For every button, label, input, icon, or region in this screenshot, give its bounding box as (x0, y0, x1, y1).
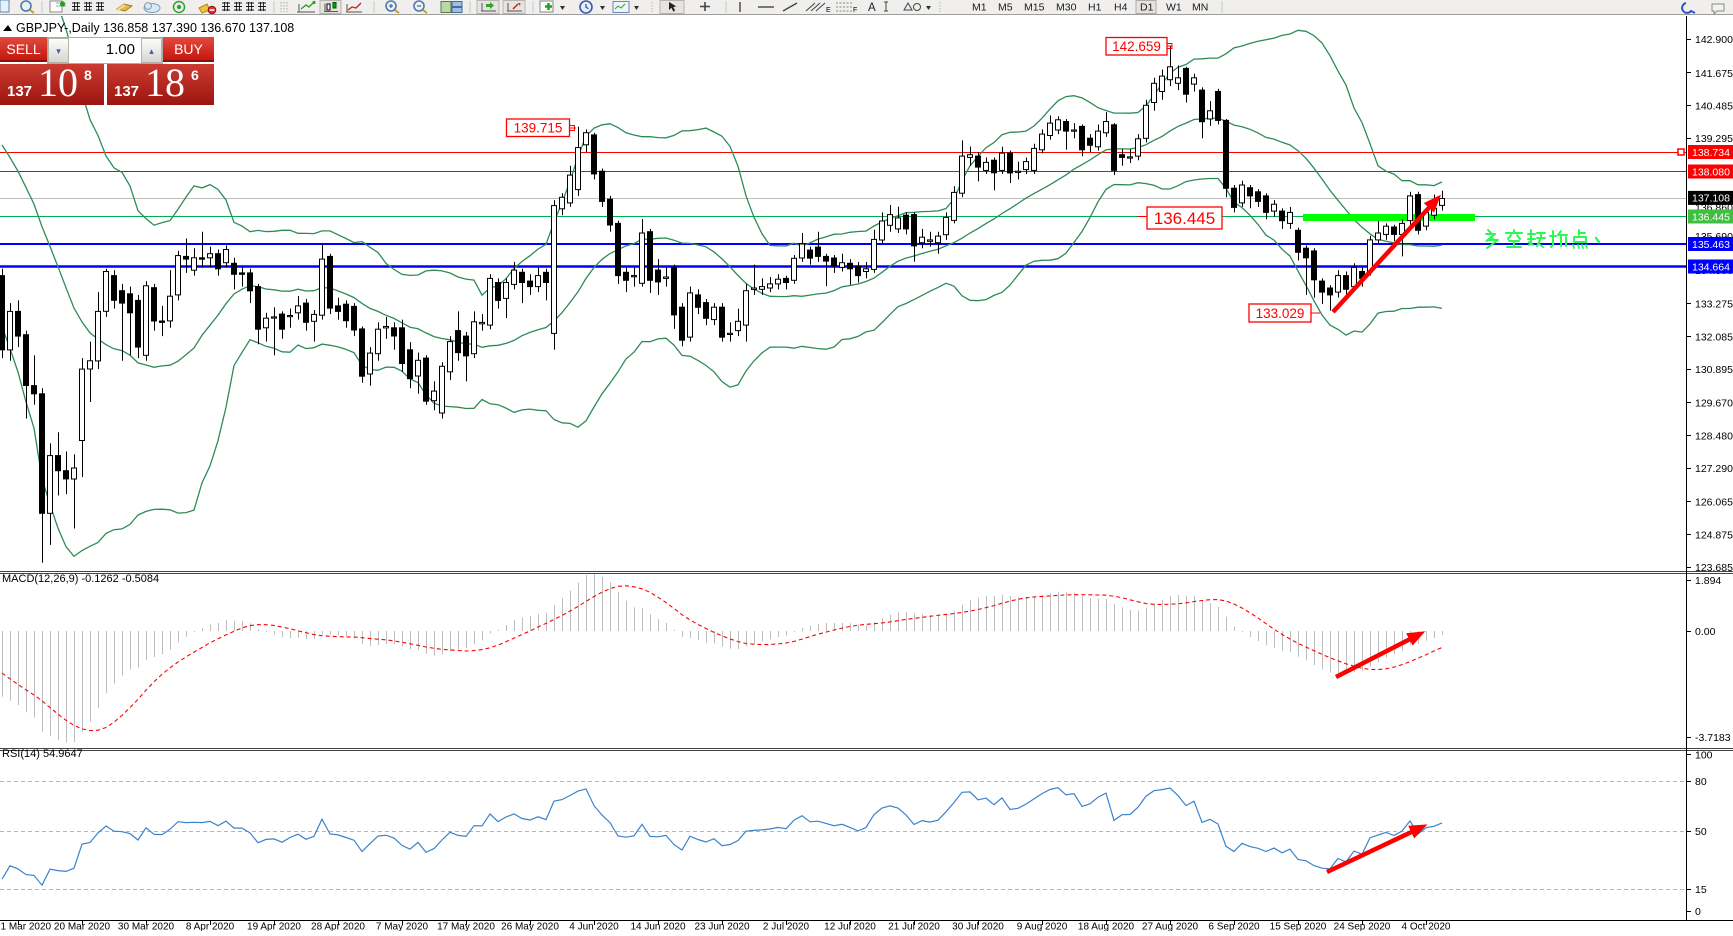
svg-text:142.659: 142.659 (1112, 39, 1161, 54)
svg-text:E: E (826, 7, 831, 14)
svg-text:23 Jun 2020: 23 Jun 2020 (694, 922, 749, 932)
svg-text:129.670: 129.670 (1695, 398, 1733, 410)
svg-text:26 May 2020: 26 May 2020 (501, 922, 559, 932)
svg-text:MN: MN (1192, 2, 1208, 14)
svg-text:30 Jul 2020: 30 Jul 2020 (952, 922, 1004, 932)
svg-text:7 May 2020: 7 May 2020 (376, 922, 429, 932)
svg-text:8 Apr 2020: 8 Apr 2020 (186, 922, 235, 932)
svg-text:9 Aug 2020: 9 Aug 2020 (1017, 922, 1068, 932)
svg-text:138.080: 138.080 (1692, 166, 1730, 178)
svg-text:50: 50 (1695, 826, 1707, 838)
svg-text:-3.7183: -3.7183 (1695, 732, 1731, 744)
svg-text:14 Jun 2020: 14 Jun 2020 (630, 922, 685, 932)
svg-text:1.894: 1.894 (1695, 575, 1721, 587)
svg-text:0.00: 0.00 (1695, 626, 1716, 638)
svg-text:4 Oct 2020: 4 Oct 2020 (1402, 922, 1451, 932)
svg-text:W1: W1 (1166, 2, 1182, 14)
svg-text:M15: M15 (1024, 2, 1045, 14)
svg-text:135.463: 135.463 (1692, 239, 1730, 251)
svg-text:141.675: 141.675 (1695, 68, 1733, 80)
svg-text:142.900: 142.900 (1695, 34, 1733, 46)
svg-text:17 May 2020: 17 May 2020 (437, 922, 495, 932)
svg-text:18 Aug 2020: 18 Aug 2020 (1078, 922, 1135, 932)
svg-text:136.445: 136.445 (1154, 209, 1215, 228)
svg-text:0: 0 (1695, 906, 1701, 918)
svg-text:134.664: 134.664 (1692, 261, 1730, 273)
svg-text:A: A (868, 2, 876, 14)
svg-text:15 Sep 2020: 15 Sep 2020 (1270, 922, 1327, 932)
svg-text:133.275: 133.275 (1695, 299, 1733, 311)
svg-text:6 Sep 2020: 6 Sep 2020 (1208, 922, 1260, 932)
svg-text:126.065: 126.065 (1695, 497, 1733, 509)
svg-text:137.108: 137.108 (1692, 193, 1730, 205)
svg-text:27 Aug 2020: 27 Aug 2020 (1142, 922, 1199, 932)
svg-text:138.734: 138.734 (1692, 147, 1730, 159)
svg-text:MACD(12,26,9) -0.1262 -0.5084: MACD(12,26,9) -0.1262 -0.5084 (2, 573, 159, 585)
svg-text:100: 100 (1695, 749, 1713, 761)
svg-text:123.685: 123.685 (1695, 562, 1733, 574)
svg-text:139.295: 139.295 (1695, 133, 1733, 145)
svg-text:2 Jul 2020: 2 Jul 2020 (763, 922, 810, 932)
svg-text:4 Jun 2020: 4 Jun 2020 (569, 922, 619, 932)
svg-text:19 Apr 2020: 19 Apr 2020 (247, 922, 301, 932)
svg-text:127.290: 127.290 (1695, 463, 1733, 475)
svg-text:H4: H4 (1114, 2, 1128, 14)
svg-text:130.895: 130.895 (1695, 364, 1733, 376)
svg-text:21 Jul 2020: 21 Jul 2020 (888, 922, 940, 932)
svg-text:D1: D1 (1140, 2, 1154, 14)
svg-text:M5: M5 (998, 2, 1013, 14)
svg-text:128.480: 128.480 (1695, 430, 1733, 442)
svg-text:140.485: 140.485 (1695, 101, 1733, 113)
svg-text:GBPJPY-,Daily 136.858 137.390: GBPJPY-,Daily 136.858 137.390 136.670 13… (16, 21, 294, 35)
svg-text:136.445: 136.445 (1692, 211, 1730, 223)
svg-text:124.875: 124.875 (1695, 529, 1733, 541)
svg-text:H1: H1 (1088, 2, 1102, 14)
svg-text:F: F (853, 7, 857, 14)
svg-text:20 Mar 2020: 20 Mar 2020 (54, 922, 111, 932)
svg-text:80: 80 (1695, 776, 1707, 788)
svg-text:M1: M1 (972, 2, 987, 14)
svg-text:24 Sep 2020: 24 Sep 2020 (1334, 922, 1391, 932)
svg-text:M30: M30 (1056, 2, 1077, 14)
svg-text:30 Mar 2020: 30 Mar 2020 (118, 922, 175, 932)
svg-text:139.715: 139.715 (514, 121, 563, 136)
svg-text:1 Mar 2020: 1 Mar 2020 (1, 922, 52, 932)
svg-text:28 Apr 2020: 28 Apr 2020 (311, 922, 365, 932)
svg-text:15: 15 (1695, 884, 1707, 896)
svg-text:12 Jul 2020: 12 Jul 2020 (824, 922, 876, 932)
svg-text:133.029: 133.029 (1256, 306, 1305, 321)
svg-text:132.085: 132.085 (1695, 331, 1733, 343)
svg-text:RSI(14) 54.9647: RSI(14) 54.9647 (2, 748, 83, 760)
